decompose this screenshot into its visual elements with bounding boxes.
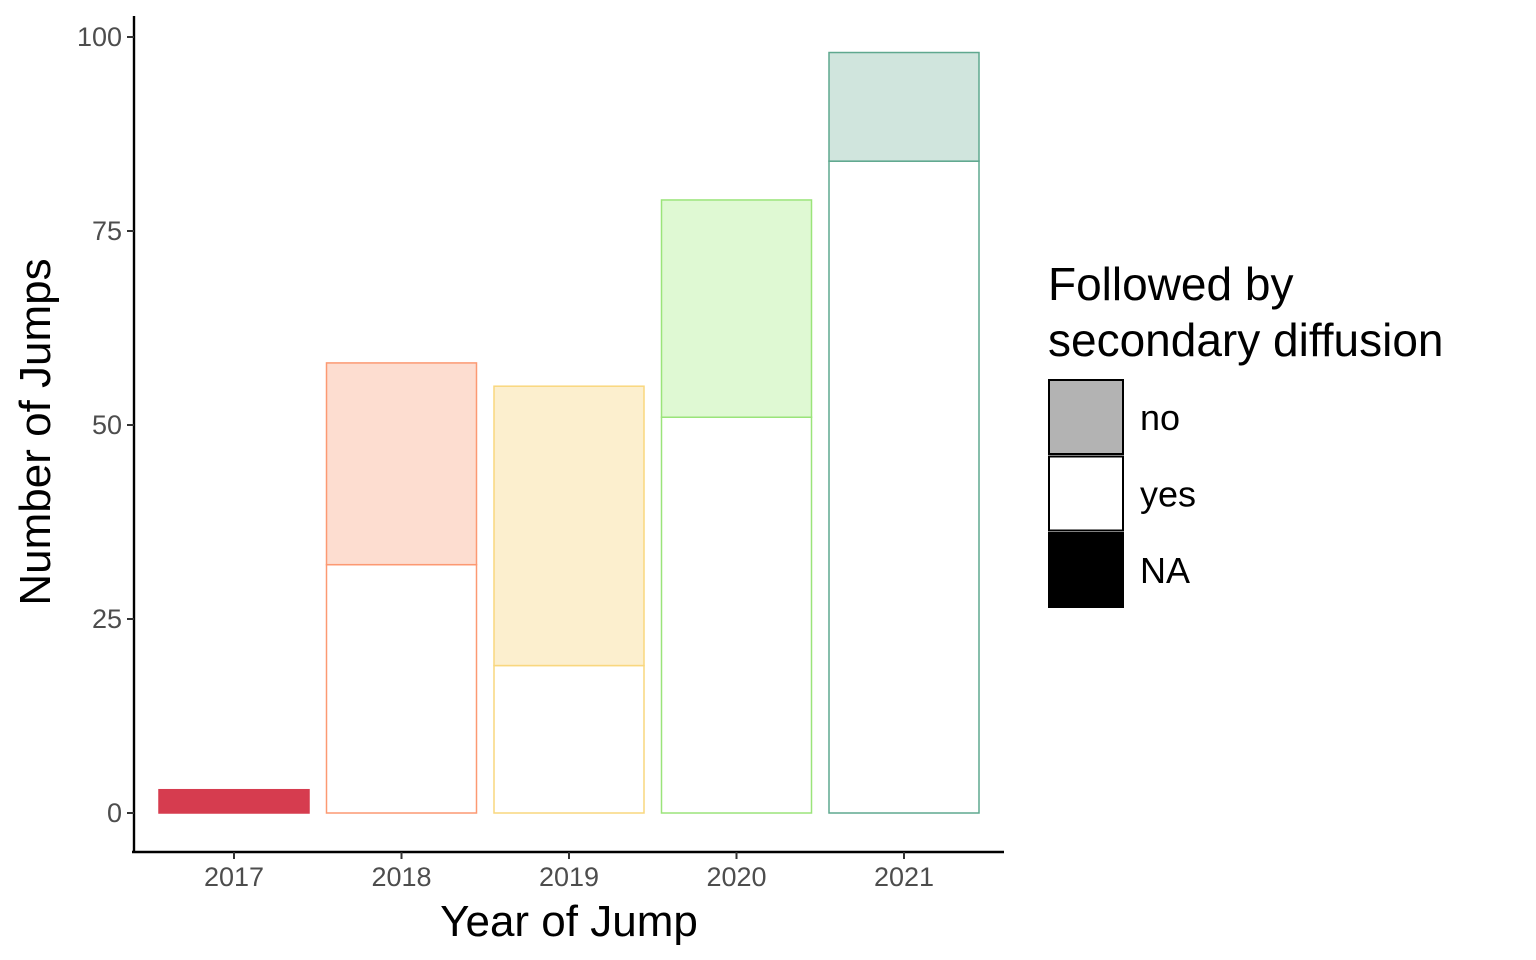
y-tick-label: 0 bbox=[107, 798, 122, 828]
y-tick-label: 75 bbox=[92, 216, 122, 246]
x-axis-title: Year of Jump bbox=[440, 897, 698, 946]
y-axis-title: Number of Jumps bbox=[11, 258, 60, 605]
bar-no-2019 bbox=[493, 385, 645, 667]
bar-yes-2019 bbox=[493, 664, 645, 814]
y-tick-label: 50 bbox=[92, 410, 122, 440]
x-ticks-layer: 2017 2018 2019 2020 2021 bbox=[204, 852, 934, 892]
bar-yes-2021 bbox=[828, 160, 980, 814]
legend-title: Followed by bbox=[1048, 258, 1293, 310]
legend-label-no: no bbox=[1140, 397, 1180, 438]
bar-no-2021 bbox=[828, 51, 980, 162]
legend-key-na bbox=[1048, 532, 1124, 608]
x-tick-label: 2017 bbox=[204, 862, 264, 892]
bar-na-2017 bbox=[158, 788, 310, 814]
legend-key-yes bbox=[1048, 455, 1124, 532]
bars-layer bbox=[158, 51, 980, 814]
y-ticks-layer: 0 25 50 75 100 bbox=[77, 22, 134, 828]
x-tick-label: 2018 bbox=[371, 862, 431, 892]
y-tick-label: 100 bbox=[77, 22, 122, 52]
legend-label-na: NA bbox=[1140, 550, 1190, 591]
bar-no-2018 bbox=[325, 362, 478, 566]
bar-no-2020 bbox=[660, 199, 813, 418]
bar-yes-2018 bbox=[325, 563, 478, 814]
legend-key-no bbox=[1048, 379, 1124, 455]
legend-label-yes: yes bbox=[1140, 474, 1196, 515]
y-tick-label: 25 bbox=[92, 604, 122, 634]
x-tick-label: 2020 bbox=[706, 862, 766, 892]
bar-yes-2020 bbox=[660, 416, 813, 814]
x-tick-label: 2019 bbox=[539, 862, 599, 892]
x-tick-label: 2021 bbox=[874, 862, 934, 892]
legend-title: secondary diffusion bbox=[1048, 314, 1444, 366]
